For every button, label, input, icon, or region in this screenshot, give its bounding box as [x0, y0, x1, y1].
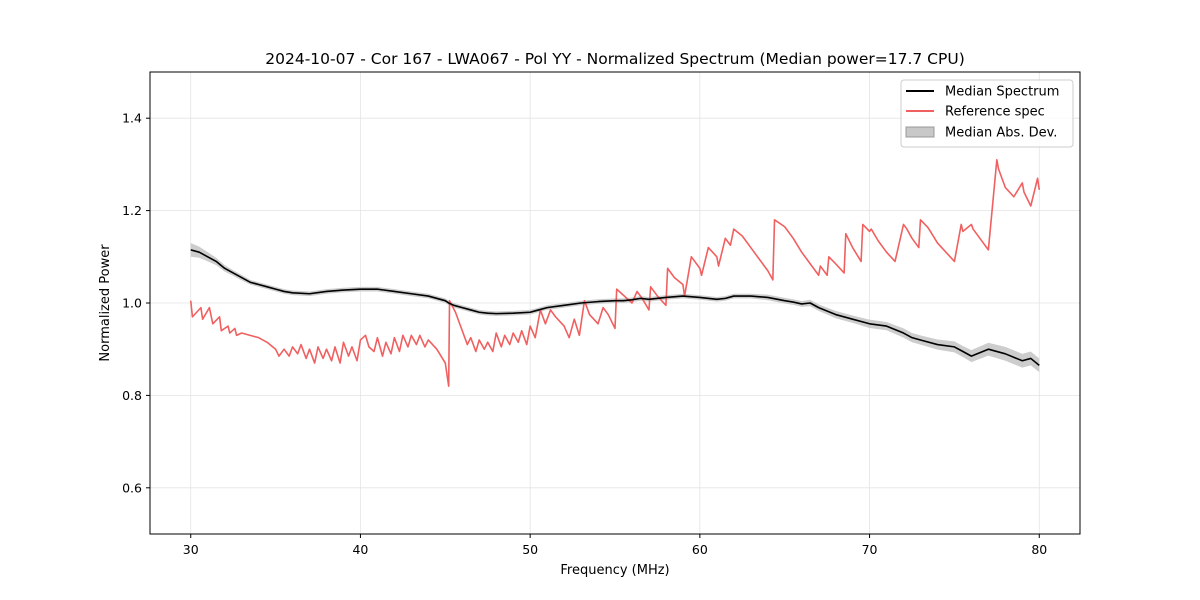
y-axis-label: Normalized Power	[98, 244, 113, 362]
x-tick-label: 40	[352, 542, 368, 557]
y-tick-label: 1.0	[122, 296, 142, 311]
y-tick-label: 1.4	[122, 111, 142, 126]
median-spectrum-line	[190, 249, 1040, 366]
legend-box	[900, 79, 1074, 148]
legend-swatch-median-abs-dev	[905, 126, 935, 138]
x-axis-label: Frequency (MHz)	[560, 563, 669, 578]
legend-label-median-spectrum: Median Spectrum	[945, 85, 1059, 100]
legend-label-median-abs-dev: Median Abs. Dev.	[945, 126, 1057, 141]
x-tick-label: 80	[1031, 542, 1047, 557]
x-tick-label: 50	[522, 542, 538, 557]
x-tick-label: 70	[862, 542, 878, 557]
x-axis-ticks: 30 40 50 60 70 80	[183, 534, 1047, 557]
y-tick-label: 1.2	[122, 203, 142, 218]
x-tick-label: 30	[183, 542, 199, 557]
legend-label-reference-spec: Reference spec	[945, 105, 1045, 120]
chart-title: 2024-10-07 - Cor 167 - LWA067 - Pol YY -…	[265, 50, 965, 68]
legend: Median Spectrum Reference spec Median Ab…	[900, 79, 1074, 148]
reference-spec-line	[189, 158, 1041, 387]
x-tick-label: 60	[692, 542, 708, 557]
series-lines	[189, 158, 1041, 387]
y-tick-label: 0.6	[122, 480, 142, 495]
y-tick-label: 0.8	[122, 388, 142, 403]
y-axis-ticks: 0.6 0.8 1.0 1.2 1.4	[122, 111, 150, 495]
